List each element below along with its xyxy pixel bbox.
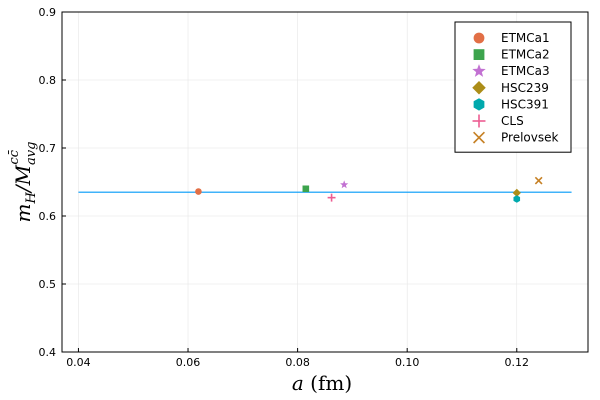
point-cls <box>327 193 336 202</box>
legend-marker-etmca2 <box>473 49 485 60</box>
y-tick-label: 0.9 <box>39 6 57 19</box>
legend-label: Prelovsek <box>501 131 558 145</box>
x-tick-label: 0.06 <box>176 356 201 369</box>
legend-marker-etmca1 <box>473 32 485 44</box>
legend-marker-hsc239 <box>472 81 486 95</box>
point-hsc239 <box>512 188 521 198</box>
y-axis-label: mH/Mavgcc̄ <box>7 142 39 223</box>
legend-item: HSC391 <box>473 97 549 111</box>
legend-item: ETMCa2 <box>473 48 550 62</box>
plot-frame <box>61 11 589 353</box>
x-tick-label: 0.04 <box>66 356 91 369</box>
x-tick-label: 0.08 <box>285 356 310 369</box>
y-tick-label: 0.4 <box>39 346 57 359</box>
ticks: 0.04 0.06 0.08 0.10 0.12 0.4 0.5 0.6 0.7 0.8 0.9 <box>39 6 530 369</box>
legend-marker-cls <box>472 114 486 128</box>
legend-item: ETMCa1 <box>473 31 550 45</box>
x-axis-label: a (fm) <box>292 371 352 395</box>
y-tick-label: 0.6 <box>39 210 57 223</box>
y-tick-label: 0.5 <box>39 278 57 291</box>
y-tick-label: 0.8 <box>39 74 57 87</box>
x-axis-label-var: a <box>292 371 304 395</box>
legend-label: ETMCa2 <box>501 48 550 62</box>
legend: ETMCa1 ETMCa2 ETMCa3 HSC239 HSC391 CLS Prelovs… <box>454 21 572 153</box>
legend-item: ETMCa3 <box>472 64 550 78</box>
legend-marker-etmca3 <box>472 64 486 77</box>
legend-label: CLS <box>501 114 524 128</box>
legend-item: Prelovsek <box>473 131 558 145</box>
y-tick-label: 0.7 <box>39 142 57 155</box>
point-etmca1 <box>195 188 202 195</box>
x-tick-label: 0.12 <box>505 356 530 369</box>
legend-label: ETMCa1 <box>501 31 550 45</box>
data-points <box>195 176 543 203</box>
legend-label: HSC391 <box>501 97 549 111</box>
legend-item: HSC239 <box>472 81 549 95</box>
x-tick-label: 0.10 <box>395 356 420 369</box>
legend-marker-hsc391 <box>473 98 485 111</box>
point-prelovsek <box>534 176 543 185</box>
legend-item: CLS <box>472 114 524 128</box>
point-etmca3 <box>340 180 349 189</box>
x-axis-label-unit: (fm) <box>304 371 352 395</box>
point-etmca2 <box>302 185 310 193</box>
legend-label: ETMCa3 <box>501 64 550 78</box>
point-hsc391 <box>513 195 521 203</box>
legend-marker-prelovsek <box>473 131 485 144</box>
legend-label: HSC239 <box>501 81 549 95</box>
